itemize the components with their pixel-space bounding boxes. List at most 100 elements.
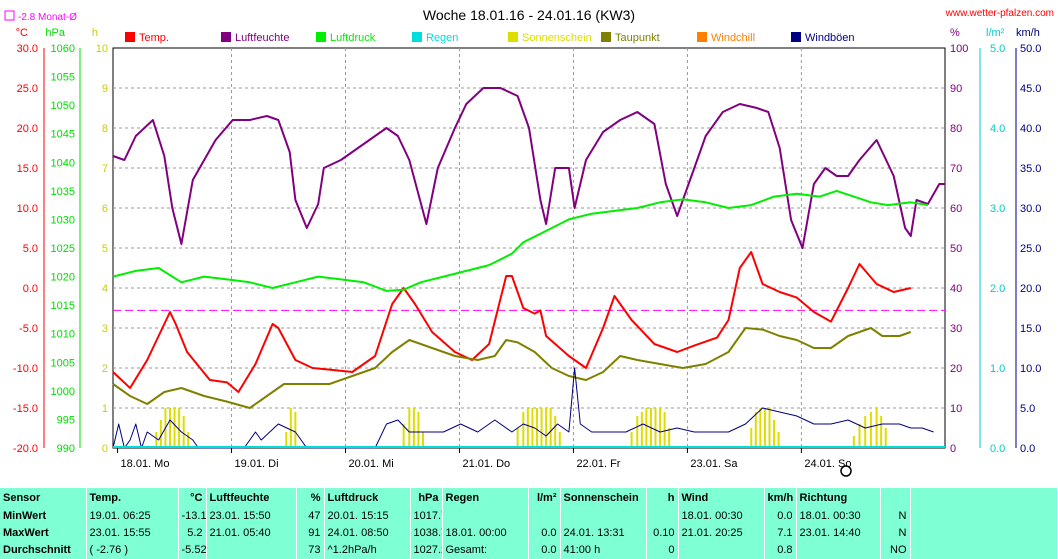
legend-label: Regen <box>426 32 458 44</box>
stats-row: MinWert 19.01. 06:25 -13.1 23.01. 15:50 47 20… <box>0 508 1058 525</box>
wind-tick-label: 50.0 <box>1020 43 1041 55</box>
stats-cell <box>206 542 297 559</box>
series-luftdruck-line <box>112 189 929 292</box>
stats-header-cell: Sensor <box>0 488 87 508</box>
sunshine-bar <box>522 412 525 448</box>
pressure-tick-label: 1060 <box>51 43 75 55</box>
x-tick-label: 21.01. Do <box>462 458 510 470</box>
rain-tick-label: 4.0 <box>990 123 1005 135</box>
sunshine-bar <box>884 428 887 448</box>
temp-tick-label: -20.0 <box>13 443 38 455</box>
sunshine-bar <box>645 408 648 448</box>
sun-tick-label: 8 <box>102 123 108 135</box>
sun-tick-label: 5 <box>102 243 108 255</box>
stats-cell: 5.2 <box>178 525 207 542</box>
sun-tick-label: 2 <box>102 363 108 375</box>
wind-tick-label: 5.0 <box>1020 403 1035 415</box>
humidity-tick-label: 100 <box>950 43 968 55</box>
humidity-tick-label: 70 <box>950 163 962 175</box>
stats-header-cell: Sonnenschein <box>560 488 647 508</box>
pressure-tick-label: 1055 <box>51 72 75 84</box>
legend-swatch <box>508 32 518 42</box>
avg-marker-label: -2.8 Monat-Ø <box>18 12 77 23</box>
sun-unit-label: h <box>92 27 98 39</box>
x-tick-label: 19.01. Di <box>235 458 279 470</box>
stats-header-cell: Temp. <box>86 488 179 508</box>
stats-cell: 1027.2 <box>410 542 443 559</box>
site-url[interactable]: www.wetter-pfalzen.com <box>945 8 1054 19</box>
sunshine-bar <box>182 416 185 448</box>
stats-header-cell: hPa <box>410 488 443 508</box>
pressure-tick-label: 1030 <box>51 214 75 226</box>
series-layer <box>112 87 945 449</box>
sunshine-bar <box>663 412 666 448</box>
legend-label: Luftfeuchte <box>235 32 289 44</box>
stats-cell: NO <box>880 542 911 559</box>
temp-tick-label: 20.0 <box>17 123 38 135</box>
sunshine-bar <box>558 432 561 448</box>
sun-tick-label: 3 <box>102 323 108 335</box>
stats-row: MaxWert 23.01. 15:55 5.2 21.01. 05:40 91 24.0… <box>0 525 1058 542</box>
sunshine-bar <box>155 432 158 448</box>
sun-tick-label: 9 <box>102 83 108 95</box>
temp-unit-label: °C <box>16 27 28 39</box>
temp-tick-label: 15.0 <box>17 163 38 175</box>
stats-cell <box>678 542 765 559</box>
stats-cell: 91 <box>296 525 325 542</box>
sunshine-bar <box>659 408 662 448</box>
stats-header-cell: Wind <box>678 488 765 508</box>
sunshine-bar <box>750 428 753 448</box>
humidity-tick-label: 30 <box>950 323 962 335</box>
wind-tick-label: 40.0 <box>1020 123 1041 135</box>
weather-week-chart: Woche 18.01.16 - 24.01.16 (KW3) www.wett… <box>4 7 1054 477</box>
stats-header-cell: Luftdruck <box>324 488 411 508</box>
wind-unit-label: km/h <box>1016 27 1040 39</box>
sunshine-bar <box>640 412 643 448</box>
sun-tick-label: 6 <box>102 203 108 215</box>
wind-tick-label: 10.0 <box>1020 363 1041 375</box>
x-tick-label: 24.01. So <box>804 458 851 470</box>
wind-tick-label: 15.0 <box>1020 323 1041 335</box>
legend-swatch <box>791 32 801 42</box>
sunshine-bar <box>549 408 552 448</box>
grid-layer: 18.01. Mo 19.01. Di 20.01. Mi 21.01. Do 22.0… <box>113 48 945 477</box>
legend-swatch <box>125 32 135 42</box>
stats-cell: -13.1 <box>178 508 207 525</box>
wind-direction-marker <box>840 465 852 477</box>
rain-tick-label: 1.0 <box>990 363 1005 375</box>
stats-cell: 19.01. 06:25 <box>86 508 179 525</box>
humidity-tick-label: 80 <box>950 123 962 135</box>
humidity-tick-label: 0 <box>950 443 956 455</box>
stats-row: Durchschnitt( -2.76 ) -5.52 73 ^1.2hPa/h 102… <box>0 542 1058 559</box>
rain-tick-label: 2.0 <box>990 283 1005 295</box>
series-luftfeuchte-line <box>112 87 945 249</box>
x-tick-label: 20.01. Mi <box>349 458 394 470</box>
sunshine-bar <box>408 408 411 448</box>
sun-tick-label: 7 <box>102 163 108 175</box>
sunshine-bar <box>768 408 771 448</box>
sunshine-bar <box>880 416 883 448</box>
stats-cell: 20.01. 15:15 <box>324 508 411 525</box>
stats-row-label: MinWert <box>0 508 87 525</box>
legend-label: Windchill <box>711 32 755 44</box>
temp-tick-label: -5.0 <box>19 323 38 335</box>
sunshine-bar <box>285 432 288 448</box>
temp-tick-label: 30.0 <box>17 43 38 55</box>
stats-cell: ^1.2hPa/h <box>324 542 411 559</box>
sunshine-bar <box>852 436 855 448</box>
wind-tick-label: 0.0 <box>1020 443 1035 455</box>
pressure-unit-label: hPa <box>45 27 65 39</box>
stats-header-cell: Regen <box>442 488 529 508</box>
temp-tick-label: 25.0 <box>17 83 38 95</box>
stats-cell: 18.01. 00:30 <box>796 508 881 525</box>
stats-cell: 18.01. 00:30 <box>678 508 765 525</box>
pressure-tick-label: 1010 <box>51 329 75 341</box>
humidity-tick-label: 50 <box>950 243 962 255</box>
series-taupunkt-line <box>112 327 912 409</box>
stats-cell: 23.01. 15:55 <box>86 525 179 542</box>
sunshine-bar <box>630 432 633 448</box>
sunshine-bar <box>763 408 766 448</box>
legend-swatch <box>316 32 326 42</box>
pressure-tick-label: 1005 <box>51 357 75 369</box>
sunshine-bar <box>412 408 415 448</box>
